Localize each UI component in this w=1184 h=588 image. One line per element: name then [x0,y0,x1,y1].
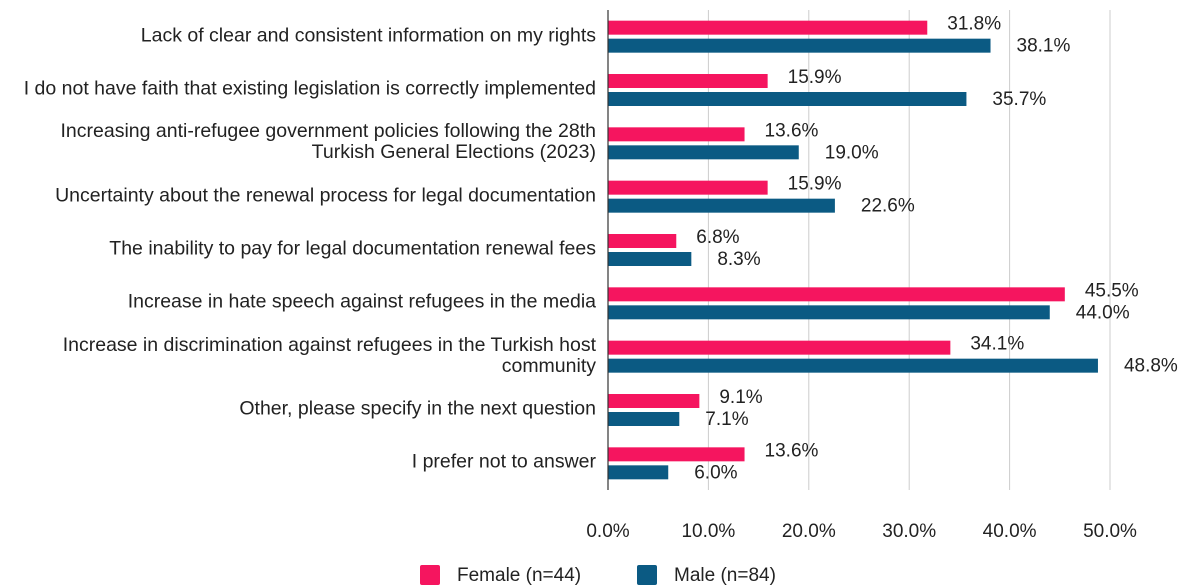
bar [608,127,745,142]
category-label: Uncertainty about the renewal process fo… [55,184,596,207]
bar [608,340,951,355]
category-label: Increase in discrimination against refug… [62,333,596,377]
value-label: 8.3% [717,249,760,270]
x-tick-label: 30.0% [882,521,936,542]
bar [608,234,677,248]
legend-label: Female (n=44) [457,565,581,586]
value-label: 19.0% [825,142,879,163]
value-label: 7.1% [705,409,748,430]
bar [608,74,768,88]
bar [608,358,1098,373]
value-label: 15.9% [788,174,842,195]
category-label: Increasing anti-refugee government polic… [60,120,597,164]
category-label: Lack of clear and consistent information… [140,24,596,47]
x-tick-label: 10.0% [681,521,735,542]
value-label: 6.8% [696,227,739,248]
category-label: I prefer not to answer [411,450,596,473]
legend-swatch [420,565,440,585]
bar [608,394,700,408]
bar [608,305,1050,320]
x-tick-label: 40.0% [983,521,1037,542]
x-tick-label: 20.0% [782,521,836,542]
bar [608,252,692,266]
value-label: 45.5% [1085,280,1139,301]
value-label: 34.1% [970,334,1024,355]
bar [608,465,669,480]
bar [608,92,967,106]
value-label: 22.6% [861,196,915,217]
value-label: 31.8% [947,14,1001,35]
x-tick-label: 50.0% [1083,521,1137,542]
value-label: 15.9% [788,67,842,88]
bar [608,38,991,53]
bar [608,145,799,160]
bar [608,180,768,195]
category-label: I do not have faith that existing legisl… [23,77,596,100]
legend-swatch [637,565,657,585]
value-label: 48.8% [1124,356,1178,377]
bar [608,20,928,35]
bar [608,412,680,426]
x-tick-label: 0.0% [586,521,629,542]
category-label: The inability to pay for legal documenta… [109,237,596,260]
category-label: Increase in hate speech against refugees… [127,290,596,313]
value-label: 38.1% [1017,36,1071,57]
value-label: 13.6% [765,440,819,461]
value-label: 9.1% [719,387,762,408]
bar [608,447,745,462]
value-label: 6.0% [694,462,737,483]
value-label: 35.7% [992,89,1046,110]
bar [608,198,835,213]
bar [608,287,1065,302]
value-label: 44.0% [1076,302,1130,323]
value-label: 13.6% [765,120,819,141]
category-label: Other, please specify in the next questi… [239,397,596,420]
legend-label: Male (n=84) [674,565,776,586]
